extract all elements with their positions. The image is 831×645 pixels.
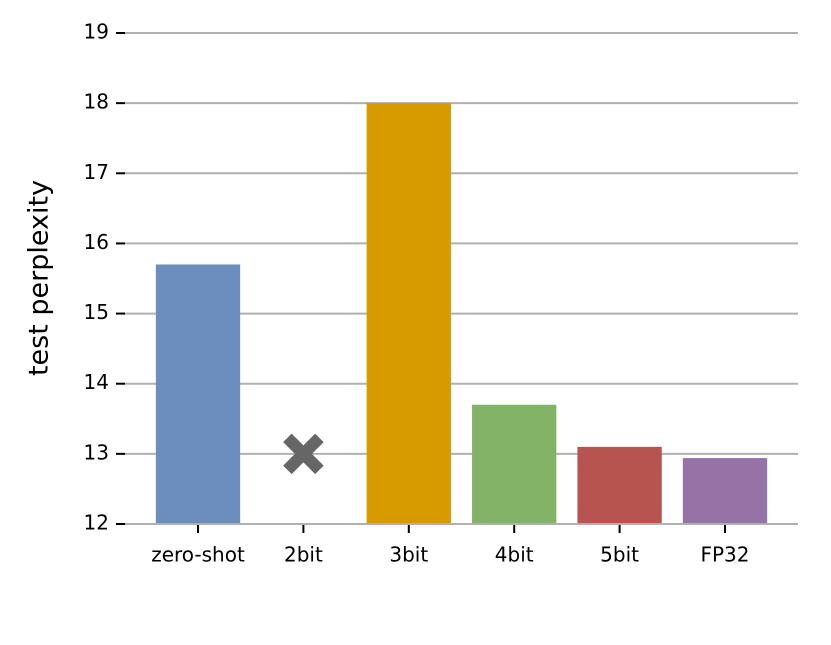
y-tick-label: 12	[84, 511, 109, 535]
x-tick-label: 2bit	[284, 543, 323, 567]
y-tick-label: 13	[84, 440, 109, 464]
y-tick-label: 15	[84, 300, 109, 324]
x-tick-label: 3bit	[389, 543, 428, 567]
bar	[155, 264, 241, 524]
x-tick-label: 4bit	[495, 543, 534, 567]
y-tick-label: 14	[84, 370, 109, 394]
bar	[366, 103, 451, 525]
x-tick-label: FP32	[700, 543, 749, 567]
y-tick-label: 17	[84, 160, 109, 184]
failure-marker	[283, 433, 324, 475]
bar	[577, 446, 662, 524]
y-axis-label: test perplexity	[24, 180, 55, 376]
y-tick-label: 18	[84, 90, 109, 114]
x-tick-label: zero-shot	[151, 543, 245, 567]
bar	[682, 458, 768, 524]
y-tick-label: 16	[84, 230, 109, 254]
y-tick-label: 19	[84, 20, 109, 44]
x-tick-label: 5bit	[600, 543, 639, 567]
bar	[472, 404, 557, 524]
